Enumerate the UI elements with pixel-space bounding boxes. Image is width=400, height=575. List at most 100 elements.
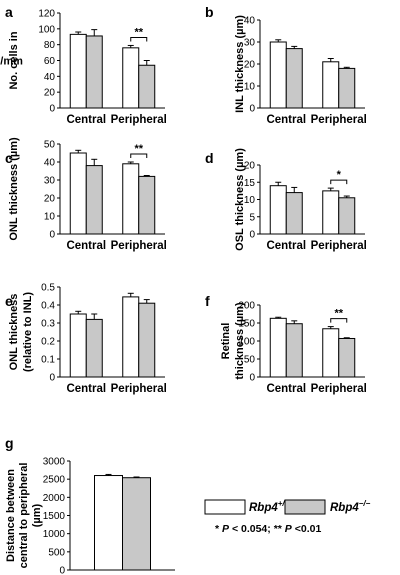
x-tick-label: Central xyxy=(266,240,306,252)
bar-ko xyxy=(285,192,303,235)
y-tick-label: 0.3 xyxy=(41,319,55,330)
panel-letter-f: f xyxy=(205,293,210,309)
y-tick-label: 10 xyxy=(244,82,256,93)
y-tick-label: 40 xyxy=(244,16,256,27)
bar-wt xyxy=(269,41,287,109)
y-axis-label: ONL thickness (µm) xyxy=(8,137,20,241)
significance-bracket xyxy=(330,318,348,323)
y-axis-label: thickness (µm) xyxy=(234,302,246,380)
y-tick-label: 50 xyxy=(44,140,56,151)
bar-wt xyxy=(322,328,340,378)
bar-wt xyxy=(122,47,140,109)
y-tick-label: 30 xyxy=(244,38,256,49)
y-tick-label: 20 xyxy=(44,194,56,205)
y-axis-label: central to peripheral xyxy=(18,463,30,569)
y-tick-label: 2500 xyxy=(43,475,66,486)
y-tick-label: 20 xyxy=(244,161,256,172)
significance-label: * xyxy=(337,169,342,181)
y-tick-label: 3000 xyxy=(43,457,66,468)
legend-swatch-wt xyxy=(204,499,246,515)
y-tick-label: 10 xyxy=(44,212,56,223)
x-tick-label: Central xyxy=(66,240,106,252)
bar-ko xyxy=(285,323,303,378)
bar-wt xyxy=(269,185,287,235)
y-tick-label: 0.2 xyxy=(41,337,55,348)
significance-label: ** xyxy=(134,143,143,155)
y-axis-label: No. cells in xyxy=(8,31,20,89)
y-axis-label: OSL thickness (µm) xyxy=(234,148,246,251)
x-tick-label: Peripheral xyxy=(311,114,367,126)
y-tick-label: 0 xyxy=(49,104,55,115)
y-tick-label: 1000 xyxy=(43,529,66,540)
y-axis-label: GCL/mm xyxy=(0,55,23,67)
significance-bracket xyxy=(130,153,148,158)
y-tick-label: 100 xyxy=(238,337,255,348)
bar-wt xyxy=(69,33,87,109)
y-tick-label: 15 xyxy=(244,178,256,189)
y-tick-label: 0.1 xyxy=(41,355,55,366)
significance-label: ** xyxy=(134,26,143,38)
y-tick-label: 50 xyxy=(244,355,256,366)
bar-ko xyxy=(285,48,303,109)
y-tick-label: 80 xyxy=(44,40,56,51)
bar-ko xyxy=(85,318,103,378)
y-axis-label: (relative to INL) xyxy=(22,292,34,372)
y-tick-label: 2000 xyxy=(43,493,66,504)
x-tick-label: Central xyxy=(66,383,106,395)
panel-g: g Distance between central to peripheral (µ… xyxy=(5,435,175,575)
x-tick-label: Peripheral xyxy=(311,240,367,252)
bar-wt xyxy=(69,313,87,378)
bar-wt xyxy=(269,317,287,378)
y-tick-label: 60 xyxy=(44,56,56,67)
bar-ko xyxy=(338,337,356,378)
panel-letter-e: e xyxy=(5,293,13,309)
legend-label-ko: Rbp4−/− xyxy=(330,499,371,514)
x-tick-label: Peripheral xyxy=(111,240,167,252)
legend-label-wt: Rbp4+/+ xyxy=(249,499,290,514)
y-tick-label: 500 xyxy=(48,547,65,558)
panel-a: a No. cells inGCL/mm 0 20 40 60 80 100 120 Centra… xyxy=(0,4,167,126)
significance-bracket xyxy=(330,179,348,185)
x-tick-label: Peripheral xyxy=(111,114,167,126)
x-tick-label: Peripheral xyxy=(111,383,167,395)
y-axis-label: Distance between xyxy=(5,469,17,562)
y-tick-label: 0 xyxy=(49,230,55,241)
x-tick-label: Central xyxy=(266,114,306,126)
y-tick-label: 10 xyxy=(244,195,256,206)
y-tick-label: 0 xyxy=(249,230,255,241)
panel-letter-c: c xyxy=(5,150,13,166)
significance-bracket xyxy=(130,36,148,42)
y-tick-label: 5 xyxy=(249,212,255,223)
bar-ko xyxy=(138,302,156,378)
y-tick-label: 30 xyxy=(44,176,56,187)
y-tick-label: 1500 xyxy=(43,511,66,522)
panel-letter-g: g xyxy=(5,435,14,451)
bar-ko xyxy=(85,165,103,235)
y-tick-label: 20 xyxy=(44,88,56,99)
bar-ko xyxy=(85,35,103,109)
bar-ko xyxy=(338,67,356,109)
x-tick-label: Central xyxy=(266,383,306,395)
y-axis-label: Retinal xyxy=(220,323,232,360)
significance-note: * P < 0.054; ** P <0.01 xyxy=(215,523,321,535)
y-tick-label: 40 xyxy=(44,72,56,83)
y-axis-label: ONL thickness xyxy=(8,294,20,371)
significance-label: ** xyxy=(334,308,343,320)
panel-d: d OSL thickness (µm) 0 5 10 15 20 Central Periph… xyxy=(205,148,367,252)
panel-letter-a: a xyxy=(5,4,13,20)
bar-ko xyxy=(338,197,356,235)
bar-ko xyxy=(138,64,156,109)
y-axis-label: INL thickness (µm) xyxy=(234,15,246,113)
y-axis-label: (µm) xyxy=(31,503,43,527)
bar-ko xyxy=(138,175,156,235)
y-tick-label: 120 xyxy=(38,9,55,20)
bar-wt xyxy=(69,152,87,235)
bar-ko xyxy=(122,477,151,571)
panel-f: f Retinal thickness (µm) 0 50 100 150 200 Centra… xyxy=(205,293,367,395)
panel-b: b INL thickness (µm) 0 10 20 30 40 Central Perip… xyxy=(205,4,367,126)
y-tick-label: 0 xyxy=(249,104,255,115)
panels: aNo. cells inGCL/mm020406080100120Centra… xyxy=(0,4,367,575)
y-tick-label: 0 xyxy=(59,566,65,575)
